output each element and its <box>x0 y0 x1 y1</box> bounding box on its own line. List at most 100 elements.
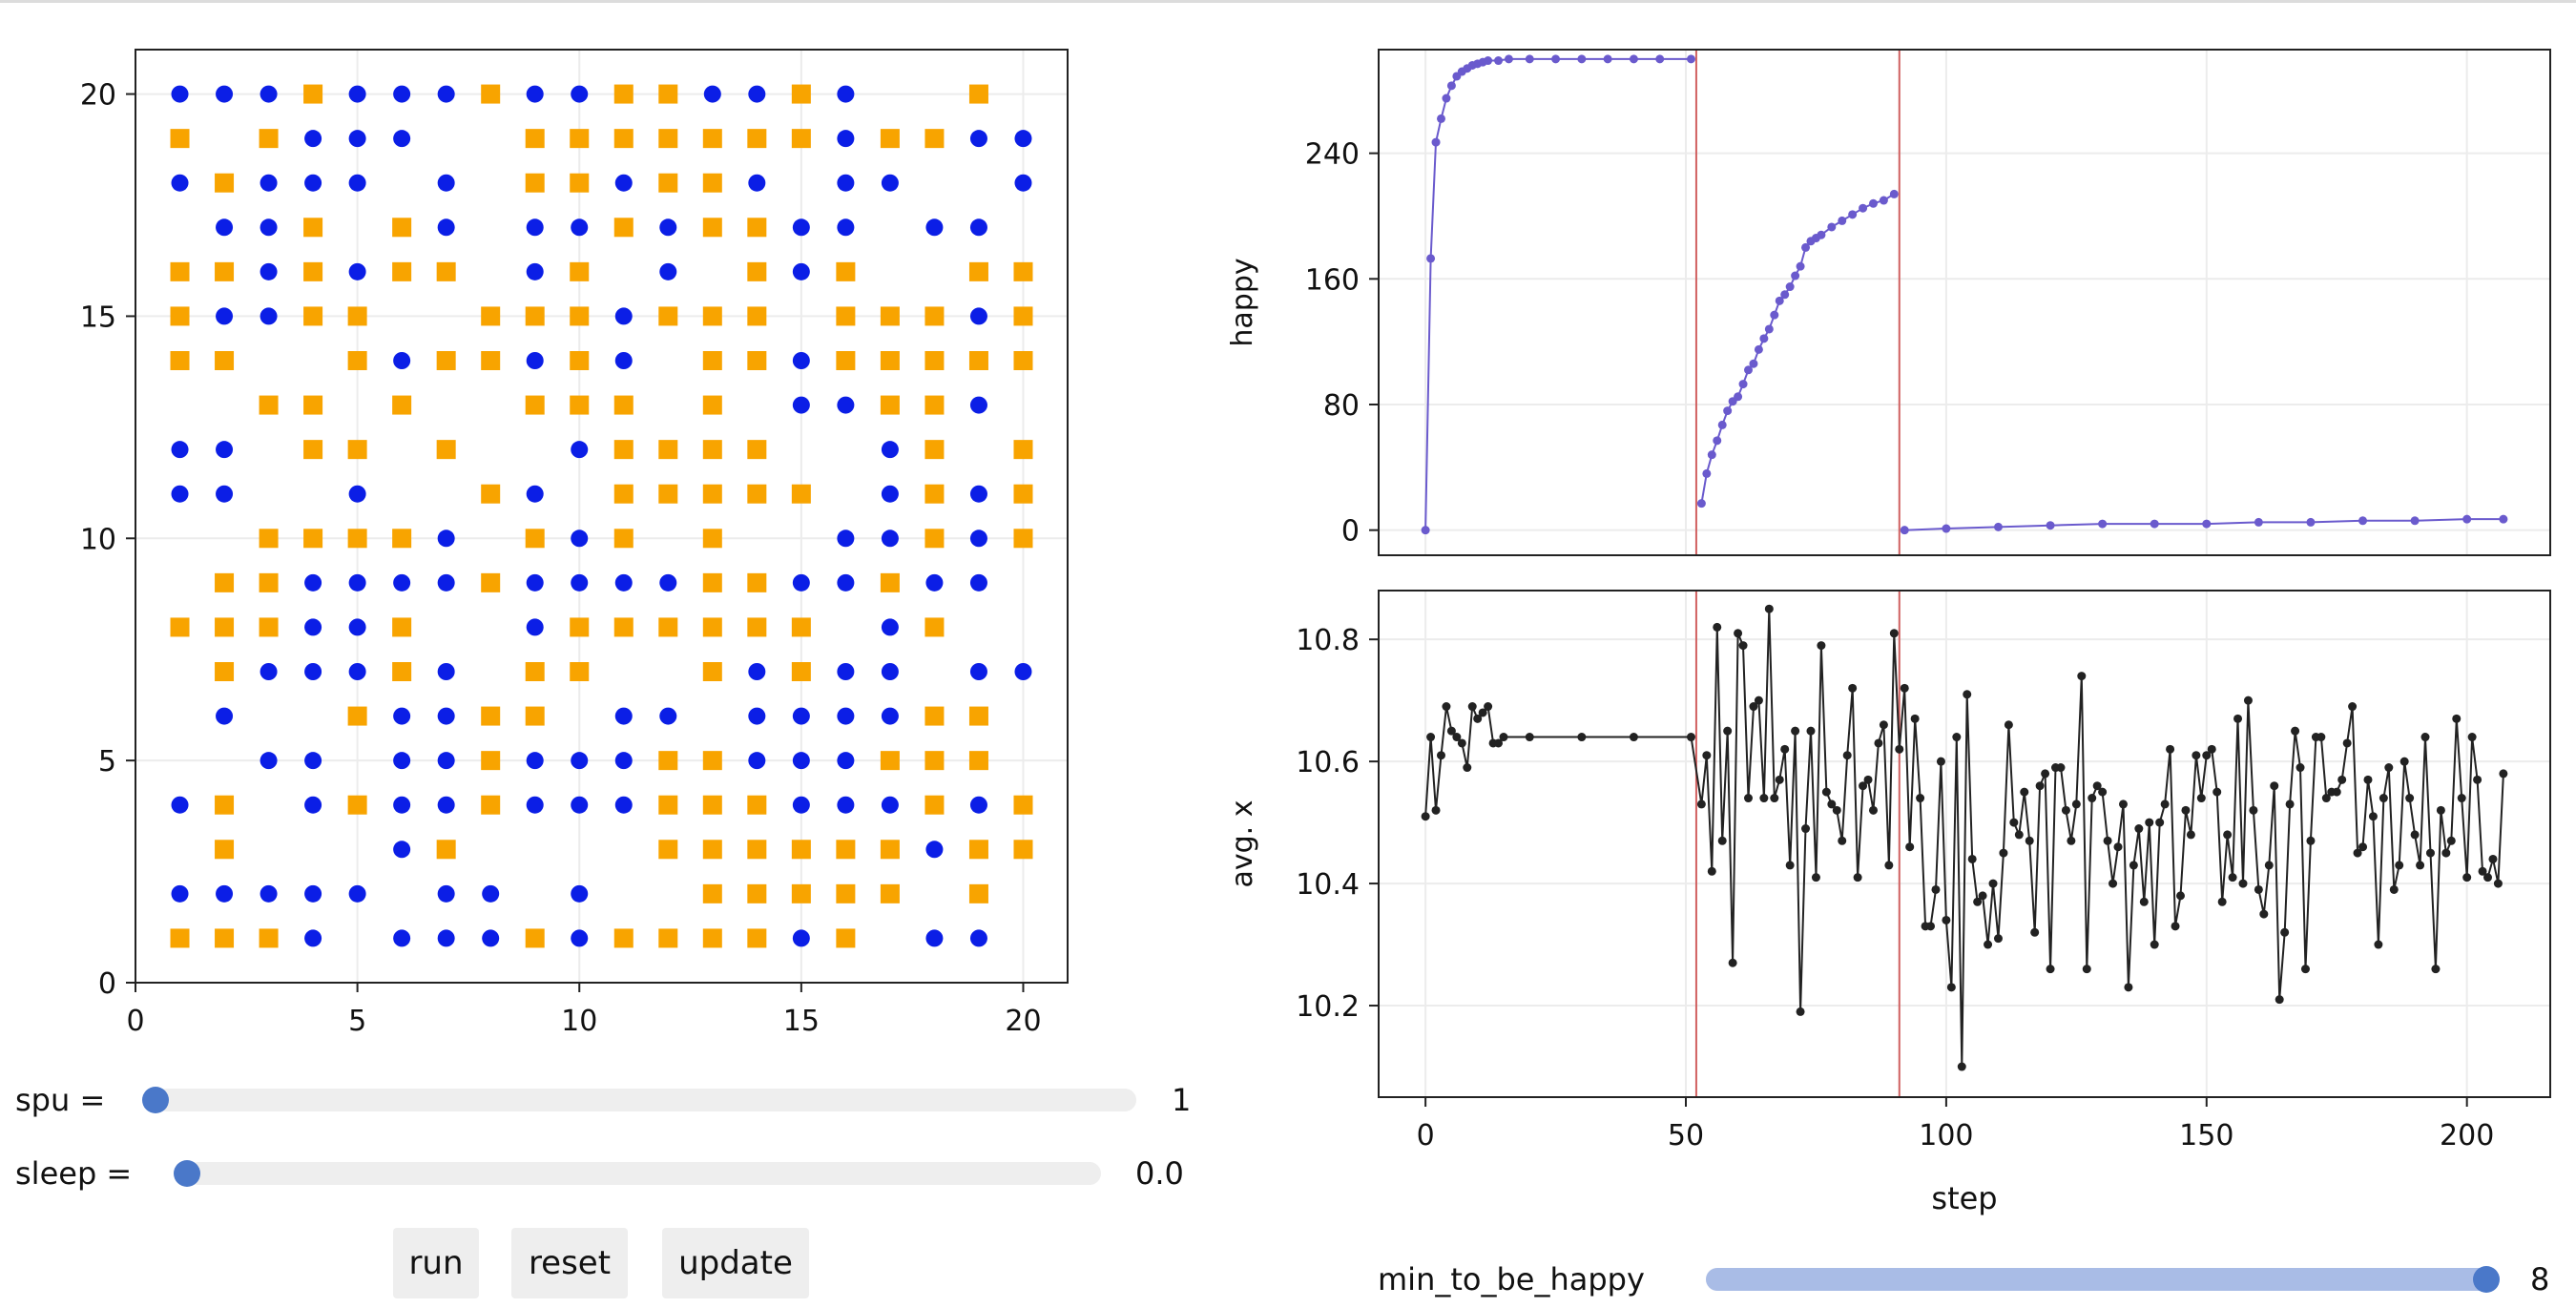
data-point <box>2202 519 2212 529</box>
blue-agent-point <box>393 841 411 859</box>
orange-agent-point <box>747 351 767 370</box>
data-point <box>2061 805 2070 815</box>
orange-agent-point <box>525 306 545 326</box>
data-point <box>2092 781 2102 791</box>
data-point <box>1426 254 1436 263</box>
blue-agent-point <box>792 396 810 414</box>
orange-agent-point <box>436 261 456 281</box>
y-tick-label: 5 <box>98 745 116 779</box>
data-point <box>2457 794 2466 803</box>
series-line <box>1424 57 1692 530</box>
y-tick-label: 160 <box>1305 263 1360 297</box>
orange-agent-point <box>658 84 678 104</box>
orange-agent-point <box>481 84 501 104</box>
blue-agent-point <box>837 396 855 414</box>
blue-agent-point <box>571 218 589 237</box>
data-point <box>1744 794 1754 803</box>
orange-agent-point <box>570 395 590 415</box>
orange-agent-point <box>924 395 945 415</box>
data-point <box>1686 54 1695 64</box>
data-point <box>1984 940 1993 949</box>
data-point <box>1696 799 1706 809</box>
blue-agent-point <box>571 441 589 459</box>
orange-agent-point <box>791 662 811 681</box>
data-point <box>1859 781 1868 791</box>
blue-agent-point <box>614 707 633 725</box>
data-point <box>2488 854 2498 863</box>
data-point <box>1452 733 1462 742</box>
orange-agent-point <box>570 173 590 193</box>
update-button[interactable]: update <box>662 1228 809 1298</box>
blue-agent-point <box>304 573 322 592</box>
data-point <box>2353 848 2362 858</box>
orange-agent-point <box>747 261 767 281</box>
data-point <box>1655 54 1665 64</box>
data-point <box>2129 861 2138 870</box>
blue-agent-point <box>792 752 810 770</box>
blue-agent-point <box>571 884 589 903</box>
data-point <box>2134 824 2144 834</box>
orange-agent-point <box>880 129 900 149</box>
spu-slider-knob[interactable] <box>142 1087 169 1113</box>
spu-slider-track[interactable] <box>156 1089 1136 1111</box>
blue-agent-point <box>837 174 855 192</box>
x-axis-label: step <box>1931 1180 1997 1216</box>
data-point <box>2082 965 2091 974</box>
data-point <box>1749 359 1758 368</box>
orange-agent-point <box>215 617 235 637</box>
data-point <box>2275 995 2284 1005</box>
data-point <box>1577 54 1587 64</box>
reset-button[interactable]: reset <box>511 1228 628 1298</box>
orange-agent-point <box>570 617 590 637</box>
orange-agent-point <box>215 928 235 948</box>
blue-agent-point <box>526 618 544 636</box>
blue-agent-point <box>969 929 987 947</box>
blue-agent-point <box>437 796 455 814</box>
x-tick-label: 20 <box>1005 1005 1041 1038</box>
orange-agent-point <box>1013 529 1033 549</box>
orange-agent-point <box>836 306 856 326</box>
blue-agent-point <box>969 663 987 680</box>
blue-agent-point <box>748 752 766 770</box>
orange-agent-point <box>347 529 367 549</box>
blue-agent-point <box>969 218 987 237</box>
blue-agent-point <box>482 884 500 903</box>
data-point <box>2056 763 2066 773</box>
data-point <box>1842 751 1852 760</box>
sleep-slider-knob[interactable] <box>174 1160 200 1187</box>
data-point <box>2254 884 2263 894</box>
data-point <box>1910 714 1920 723</box>
y-tick-label: 20 <box>80 79 116 113</box>
data-point <box>2478 866 2487 876</box>
data-point <box>1707 866 1716 876</box>
blue-agent-point <box>837 752 855 770</box>
blue-agent-point <box>792 573 810 592</box>
data-point <box>2118 799 2128 809</box>
sleep-value: 0.0 <box>1135 1155 1184 1192</box>
orange-agent-point <box>924 751 945 771</box>
x-tick-label: 10 <box>561 1005 597 1038</box>
orange-agent-point <box>303 529 323 549</box>
blue-agent-point <box>837 218 855 237</box>
data-point <box>1446 81 1456 91</box>
data-point <box>1494 738 1504 748</box>
run-button[interactable]: run <box>393 1228 479 1298</box>
orange-agent-point <box>1013 261 1033 281</box>
data-point <box>1629 54 1638 64</box>
data-point <box>1775 775 1784 784</box>
sleep-slider-track[interactable] <box>187 1162 1101 1185</box>
data-point <box>1717 836 1727 845</box>
data-point <box>1988 879 1998 888</box>
min-to-be-happy-slider-knob[interactable] <box>2473 1266 2500 1293</box>
data-point <box>1952 733 1962 742</box>
blue-agent-point <box>260 884 278 903</box>
blue-agent-point <box>304 663 322 680</box>
data-point <box>2212 787 2222 797</box>
orange-agent-point <box>791 617 811 637</box>
orange-agent-point <box>880 840 900 860</box>
blue-agent-point <box>437 663 455 680</box>
blue-agent-point <box>969 130 987 148</box>
blue-agent-point <box>216 884 234 903</box>
orange-agent-point <box>1013 306 1033 326</box>
orange-agent-point <box>1013 840 1033 860</box>
